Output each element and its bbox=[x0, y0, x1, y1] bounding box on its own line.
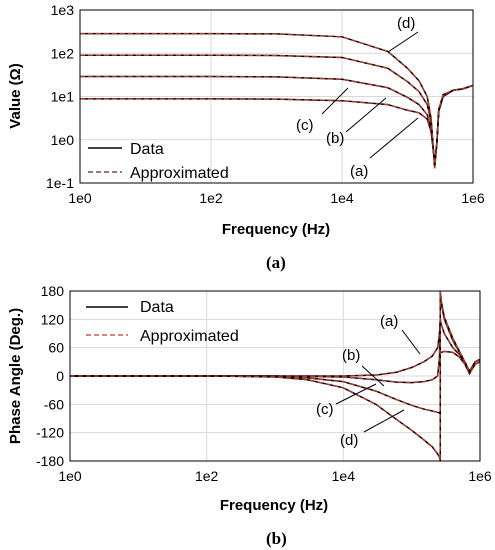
curve-label-a-a: (a) bbox=[350, 163, 368, 180]
leader-b-c bbox=[335, 383, 377, 405]
legend-a-data-label: Data bbox=[130, 141, 164, 158]
plot-area-a bbox=[79, 9, 474, 184]
curve-label-b-b: (b) bbox=[342, 347, 360, 364]
series-line-approx-0-3 bbox=[80, 32, 474, 169]
legend-a-approx-label: Approximated bbox=[130, 165, 229, 182]
legend-b-approx-label: Approximated bbox=[140, 328, 239, 345]
leader-a-a bbox=[369, 117, 419, 159]
series-line-approx-1-1 bbox=[70, 319, 481, 384]
leader-a-d bbox=[387, 31, 419, 53]
curve-label-b-a: (a) bbox=[380, 313, 398, 330]
legend-b: Data Approximated bbox=[86, 299, 239, 345]
legend-a: Data Approximated bbox=[88, 141, 229, 182]
y-ticks-a: 1e-1 1e0 1e1 1e2 1e3 bbox=[46, 2, 74, 191]
y-tick-label: 120 bbox=[41, 311, 65, 327]
y-tick-label: 60 bbox=[48, 340, 64, 356]
y-tick-label: 1e3 bbox=[51, 2, 75, 18]
leader-b-a bbox=[401, 329, 421, 355]
leader-b-d bbox=[363, 409, 405, 433]
series-line-approx-1-0 bbox=[70, 319, 481, 377]
x-tick-label: 1e0 bbox=[68, 190, 92, 206]
y-tick-label: 180 bbox=[41, 283, 65, 299]
x-ticks-b: 1e0 1e2 1e4 1e6 bbox=[58, 468, 492, 484]
y-axis-label-a: Value (Ω) bbox=[7, 63, 24, 128]
y-tick-label: -180 bbox=[36, 453, 64, 469]
leader-a-b bbox=[345, 97, 387, 133]
y-ticks-b: 180 120 60 0 -60 -120 -180 bbox=[36, 283, 64, 469]
legend-b-data-label: Data bbox=[140, 299, 174, 316]
x-ticks-a: 1e0 1e2 1e4 1e6 bbox=[68, 190, 485, 206]
plot-area-b bbox=[69, 290, 481, 462]
annotations-b: (a) (b) (c) (d) bbox=[316, 313, 421, 449]
y-tick-label: 1e2 bbox=[51, 45, 75, 61]
leader-b-b bbox=[361, 365, 385, 387]
x-tick-label: 1e4 bbox=[332, 468, 356, 484]
curve-label-b-c: (c) bbox=[316, 401, 334, 418]
series-line-data-1-2 bbox=[70, 293, 481, 416]
y-axis-label-b: Phase Angle (Deg.) bbox=[7, 308, 24, 444]
x-tick-label: 1e6 bbox=[461, 190, 485, 206]
series-line-approx-1-2 bbox=[70, 293, 481, 416]
panel-label-b-text: (b) bbox=[266, 529, 287, 548]
x-tick-label: 1e0 bbox=[58, 468, 82, 484]
curve-label-a-b: (b) bbox=[326, 130, 344, 147]
series-line-data-1-1 bbox=[70, 319, 481, 384]
chart-b: 180 120 60 0 -60 -120 -180 1e0 1e2 1e4 1e6 Phase … bbox=[7, 283, 492, 548]
panel-label-a-text: (a) bbox=[266, 253, 286, 272]
y-tick-label: 1e1 bbox=[51, 89, 75, 105]
series-line-approx-1-3 bbox=[70, 290, 481, 462]
x-tick-label: 1e6 bbox=[468, 468, 492, 484]
curve-label-a-c: (c) bbox=[296, 117, 314, 134]
y-tick-label: -120 bbox=[36, 425, 64, 441]
x-tick-label: 1e4 bbox=[330, 190, 354, 206]
x-axis-label-a: Frequency (Hz) bbox=[222, 221, 330, 238]
annotations-a: (d) (c) (b) (a) bbox=[296, 15, 419, 180]
curve-label-a-d: (d) bbox=[397, 15, 415, 32]
y-tick-label: 1e-1 bbox=[46, 175, 74, 191]
y-tick-label: 1e0 bbox=[51, 132, 75, 148]
series-a bbox=[80, 32, 474, 169]
x-tick-label: 1e2 bbox=[199, 190, 223, 206]
series-b bbox=[70, 290, 481, 462]
panel-label-a: (a) bbox=[266, 253, 286, 272]
y-tick-label: 0 bbox=[56, 368, 64, 384]
y-tick-label: -60 bbox=[44, 396, 64, 412]
leader-a-c bbox=[321, 87, 349, 115]
x-tick-label: 1e2 bbox=[195, 468, 219, 484]
x-axis-label-b: Frequency (Hz) bbox=[220, 497, 328, 514]
curve-label-b-d: (d) bbox=[340, 432, 358, 449]
panel-label-b: (b) bbox=[266, 529, 287, 548]
